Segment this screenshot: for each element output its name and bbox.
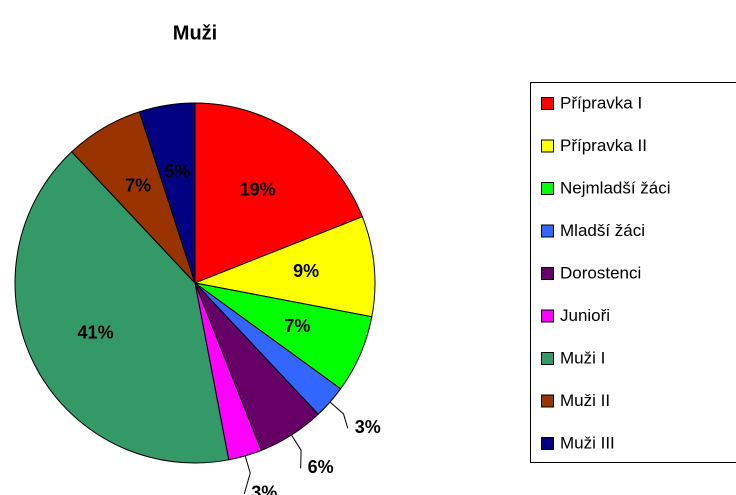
legend-swatch [541, 352, 554, 365]
legend-swatch [541, 97, 554, 110]
legend-swatch [541, 394, 554, 408]
leader-line [243, 455, 251, 495]
chart-title: Muži [173, 22, 217, 44]
data-label: 3% [251, 483, 277, 495]
data-label: 9% [293, 261, 319, 281]
data-label: 19% [240, 179, 276, 199]
legend-label: Nejmladší žáci [560, 178, 671, 197]
legend-swatch [541, 139, 554, 153]
legend-label: Junioři [560, 306, 610, 325]
data-label: 7% [125, 176, 151, 196]
legend-label: Mladší žáci [560, 221, 645, 240]
leader-line [291, 434, 302, 469]
legend-swatch [541, 437, 554, 450]
legend-swatch [541, 309, 554, 323]
legend-label: Muži II [560, 391, 610, 410]
pie-slice [193, 216, 376, 318]
leader-line [329, 401, 349, 429]
legend-label: Přípravka II [560, 136, 647, 155]
legend-label: Muži III [560, 433, 615, 452]
legend-label: Muži I [560, 348, 605, 367]
pie-slice [138, 102, 196, 284]
legend-swatch [541, 182, 554, 195]
data-label: 7% [284, 316, 310, 336]
data-label: 5% [165, 162, 191, 182]
pie-slice [194, 102, 364, 284]
data-label: 6% [308, 457, 334, 477]
legend-swatch [541, 267, 554, 280]
legend-label: Přípravka I [560, 93, 642, 112]
legend-box [530, 82, 736, 463]
legend-label: Dorostenci [560, 263, 641, 282]
pie-slice [14, 151, 230, 464]
data-label: 3% [355, 417, 381, 437]
legend-swatch [541, 224, 554, 238]
data-label: 41% [78, 322, 114, 342]
